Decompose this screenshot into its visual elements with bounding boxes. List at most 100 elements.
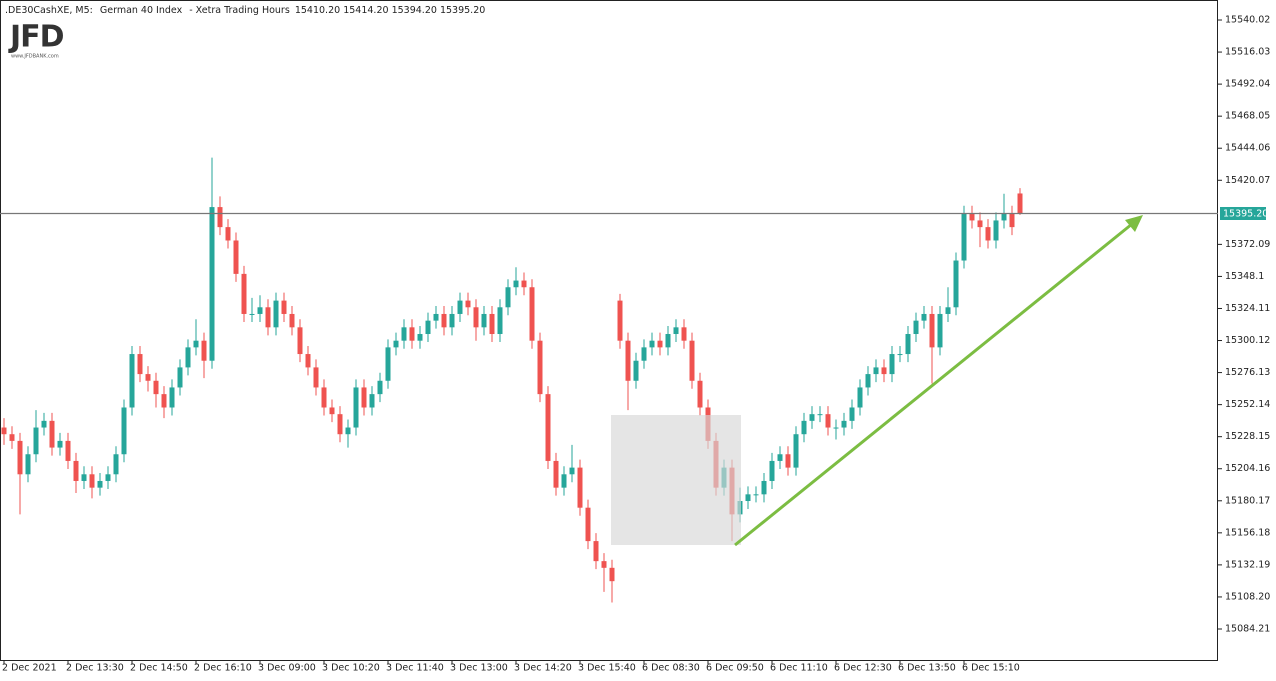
candle-body [633,360,639,381]
candle-body [961,213,967,261]
candle-body [273,300,279,328]
candle-body [201,340,207,361]
x-tick-label: 6 Dec 15:10 [962,663,1020,674]
candle-body [473,307,479,328]
candle-body [601,561,607,568]
candle-body [969,213,975,221]
x-tick-label: 2 Dec 13:30 [66,663,124,674]
candle-body [65,440,71,461]
candle-body [441,313,447,328]
candle-body [361,387,367,408]
candle-body [809,414,815,421]
chart-header: .DE30CashXE, M5: German 40 Index - Xetra… [5,5,485,16]
candle-body [681,327,687,341]
candle-body [281,300,287,314]
ohlc-low: 15394.20 [392,5,437,16]
candle-body [113,454,119,475]
candle-body [377,380,383,395]
y-tick-label: 15492.04 [1225,79,1270,90]
x-tick-label: 3 Dec 10:20 [322,663,380,674]
candle-body [849,407,855,421]
x-tick-label: 2 Dec 14:50 [130,663,188,674]
candle-body [649,340,655,348]
candle-body [153,380,159,395]
candle-body [129,354,135,408]
candle-body [585,507,591,542]
candle-body [217,207,223,228]
candle-body [505,287,511,308]
candle-body [425,320,431,335]
candle-body [825,414,831,428]
candle-body [81,474,87,481]
y-tick-label: 15180.17 [1225,495,1270,506]
x-tick-label: 6 Dec 09:50 [706,663,764,674]
candle-body [369,394,375,408]
candle-body [1001,213,1007,221]
candle-body [417,334,423,341]
candle-body [817,414,823,416]
candle-body [241,273,247,314]
candle-body [305,354,311,368]
candle-body [521,280,527,288]
y-tick-label: 15540.02 [1225,15,1270,26]
candle-body [593,541,599,562]
y-tick-label: 15516.03 [1225,47,1270,58]
y-tick-label: 15228.15 [1225,431,1270,442]
highlight-zone [611,415,741,545]
candle-body [177,367,183,388]
candle-body [865,374,871,388]
y-tick-label: 15108.20 [1225,591,1270,602]
candle-body [929,313,935,348]
candle-body [481,313,487,328]
candle-body [449,313,455,328]
x-tick-label: 3 Dec 13:00 [450,663,508,674]
candle-body [665,334,671,348]
candle-body [977,220,983,228]
candle-body [937,313,943,348]
y-tick-label: 15300.12 [1225,335,1270,346]
y-tick-label: 15252.14 [1225,399,1270,410]
x-tick-label: 3 Dec 09:00 [258,663,316,674]
y-tick-label: 15348.1 [1225,271,1264,282]
candle-body [577,467,583,508]
candle-body [921,313,927,321]
candle-body [33,427,39,455]
y-tick-label: 15372.09 [1225,239,1270,250]
x-tick-label: 6 Dec 11:10 [770,663,828,674]
y-tick-label: 15276.13 [1225,367,1270,378]
current-price-tag [1220,206,1266,220]
candle-body [329,407,335,415]
x-tick-label: 3 Dec 15:40 [578,663,636,674]
candle-body [265,307,271,328]
session: - Xetra Trading Hours [189,5,290,16]
candle-body [57,440,63,448]
candle-body [353,387,359,428]
candle-body [137,354,143,375]
candle-body [289,313,295,328]
candle-body [785,454,791,468]
current-price-label: 15395.20 [1223,208,1268,219]
candle-body [73,460,79,481]
candle-body [25,454,31,475]
candle-body [1,427,7,435]
plot-frame [0,0,1218,661]
candle-body [777,454,783,461]
candle-body [953,260,959,308]
candle-body [209,207,215,361]
candle-body [537,340,543,395]
candle-body [185,347,191,368]
arrow-head [1125,215,1143,232]
candle-body [945,307,951,314]
candle-body [393,340,399,348]
candle-body [145,374,151,381]
candle-body [793,434,799,468]
candle-body [873,367,879,375]
candle-body [409,327,415,341]
y-tick-label: 15204.16 [1225,463,1270,474]
candle-body [833,427,839,429]
candle-body [1017,193,1023,214]
logo: JFD [8,20,64,55]
candle-body [625,340,631,381]
candle-body [881,367,887,375]
candle-body [321,387,327,408]
